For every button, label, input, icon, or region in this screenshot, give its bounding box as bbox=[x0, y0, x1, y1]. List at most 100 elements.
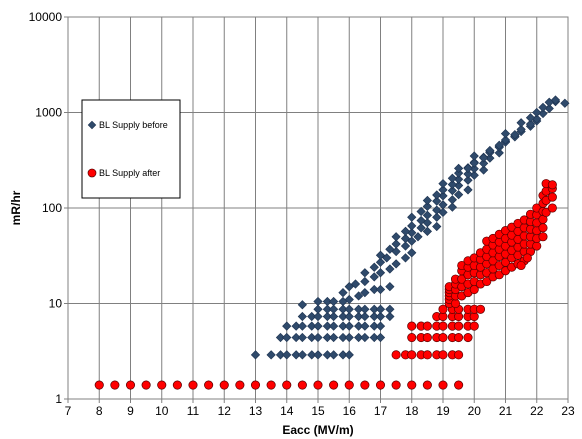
y-tick-label: 100 bbox=[42, 201, 62, 215]
data-point-before bbox=[369, 262, 379, 272]
data-point-before bbox=[407, 221, 417, 231]
data-point-after bbox=[360, 380, 370, 390]
x-tick-label: 21 bbox=[499, 404, 513, 418]
data-point-before bbox=[360, 287, 370, 298]
data-point-before bbox=[282, 350, 292, 360]
data-point-before bbox=[329, 304, 339, 314]
x-tick-label: 13 bbox=[249, 404, 263, 418]
data-point-before bbox=[385, 311, 395, 322]
data-point-after bbox=[438, 304, 448, 314]
data-point-before bbox=[494, 140, 504, 150]
data-point-after bbox=[454, 350, 464, 360]
data-point-after bbox=[516, 260, 526, 271]
data-point-before bbox=[291, 350, 301, 360]
data-point-after bbox=[282, 380, 292, 390]
data-point-before bbox=[385, 244, 395, 254]
data-point-before bbox=[525, 113, 536, 123]
data-point-before bbox=[338, 304, 348, 314]
data-point-after bbox=[438, 350, 448, 360]
data-point-before bbox=[369, 332, 379, 343]
data-point-before bbox=[354, 332, 364, 343]
data-point-before bbox=[400, 241, 411, 251]
legend-box bbox=[81, 99, 181, 199]
x-tick-label: 10 bbox=[155, 404, 169, 418]
data-point-before bbox=[291, 332, 301, 343]
data-point-before bbox=[375, 311, 386, 322]
data-point-before bbox=[500, 129, 511, 139]
data-point-before bbox=[416, 223, 426, 233]
data-point-before bbox=[454, 168, 464, 178]
data-point-after bbox=[547, 192, 557, 202]
data-point-before bbox=[407, 212, 417, 222]
data-point-before bbox=[447, 186, 457, 196]
data-point-before bbox=[532, 107, 542, 118]
data-point-before bbox=[344, 350, 354, 360]
data-point-after bbox=[463, 333, 473, 343]
data-point-before bbox=[463, 169, 473, 179]
data-point-before bbox=[307, 332, 317, 343]
data-point-after bbox=[391, 380, 401, 390]
x-tick-label: 14 bbox=[280, 404, 294, 418]
data-point-after bbox=[422, 333, 432, 343]
data-point-before bbox=[344, 321, 354, 331]
data-point-before bbox=[354, 321, 364, 331]
data-point-before bbox=[282, 332, 292, 343]
x-tick-label: 8 bbox=[96, 404, 103, 418]
data-point-after bbox=[266, 380, 276, 390]
data-point-before bbox=[338, 287, 348, 298]
data-point-after bbox=[204, 380, 214, 390]
data-point-before bbox=[354, 311, 364, 322]
x-tick-label: 15 bbox=[311, 404, 325, 418]
data-point-before bbox=[400, 253, 411, 263]
data-point-before bbox=[360, 268, 370, 278]
data-point-before bbox=[344, 332, 354, 343]
data-point-before bbox=[447, 202, 457, 212]
x-tick-label: 19 bbox=[436, 404, 450, 418]
data-point-after bbox=[141, 380, 151, 390]
data-point-before bbox=[313, 304, 323, 314]
data-point-after bbox=[219, 380, 229, 390]
x-tick-label: 16 bbox=[343, 404, 357, 418]
data-point-before bbox=[375, 268, 386, 278]
data-point-after bbox=[250, 380, 261, 390]
data-point-after bbox=[438, 380, 448, 390]
data-point-before bbox=[550, 95, 561, 105]
data-point-after bbox=[541, 207, 551, 217]
data-point-before bbox=[338, 311, 348, 322]
data-point-before bbox=[494, 148, 504, 158]
data-point-before bbox=[560, 98, 570, 108]
data-point-before bbox=[360, 332, 370, 343]
data-point-after bbox=[482, 276, 492, 287]
data-point-before bbox=[375, 304, 386, 314]
legend-marker-after bbox=[87, 168, 97, 178]
data-point-before bbox=[360, 276, 370, 287]
data-point-after bbox=[422, 321, 432, 331]
data-point-after bbox=[422, 380, 432, 390]
data-point-after bbox=[94, 380, 104, 390]
data-point-before bbox=[454, 163, 464, 173]
data-point-before bbox=[500, 135, 511, 145]
data-point-before bbox=[422, 195, 432, 206]
data-point-after bbox=[297, 380, 307, 390]
x-tick-label: 22 bbox=[530, 404, 544, 418]
data-point-before bbox=[479, 165, 489, 175]
data-point-after bbox=[532, 241, 542, 251]
data-point-before bbox=[369, 321, 379, 331]
y-tick-label: 10000 bbox=[29, 10, 63, 24]
x-tick-label: 7 bbox=[65, 404, 72, 418]
series-layer bbox=[94, 95, 570, 390]
data-point-before bbox=[322, 321, 332, 331]
data-point-before bbox=[297, 332, 307, 343]
data-point-before bbox=[422, 210, 432, 220]
data-point-after bbox=[522, 253, 532, 263]
data-point-before bbox=[360, 311, 370, 322]
data-point-after bbox=[344, 380, 354, 390]
data-point-before bbox=[313, 296, 323, 307]
data-point-after bbox=[391, 350, 401, 360]
x-tick-label: 20 bbox=[468, 404, 482, 418]
data-point-before bbox=[438, 200, 448, 210]
data-point-after bbox=[450, 298, 461, 309]
data-point-before bbox=[447, 195, 457, 205]
